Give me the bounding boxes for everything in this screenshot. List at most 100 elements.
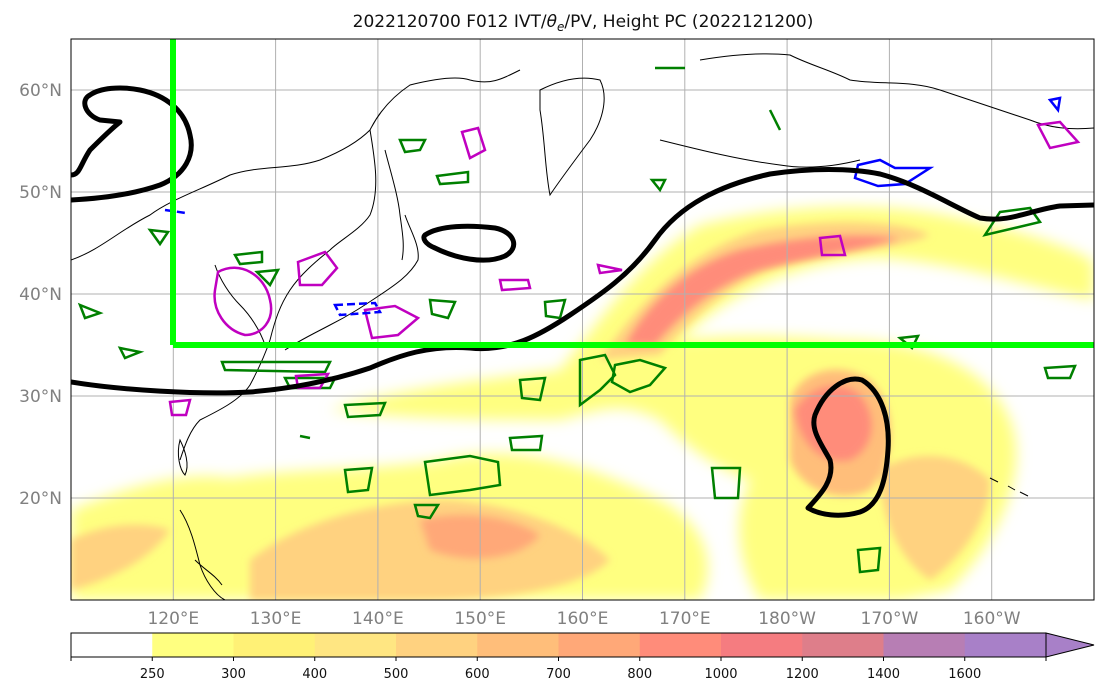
lon-tick-label: 130°E [250, 609, 302, 629]
lat-tick-label: 20°N [19, 489, 62, 509]
coast-hawaii [989, 477, 1029, 497]
height-pc-contours [71, 85, 1094, 518]
ivt-shading [71, 206, 1094, 600]
theta-e-contour [518, 376, 547, 402]
colorbar-tick-label: 1400 [867, 667, 900, 682]
theta-e-contour [768, 109, 782, 131]
colorbar-segment [883, 633, 966, 657]
lat-tick-label: 30°N [19, 387, 62, 407]
theta-e-contour [398, 138, 428, 154]
theta-e-contour [543, 298, 567, 320]
theta-e-contour [77, 302, 104, 320]
pv-contour [818, 234, 847, 257]
ivt-plume-mid [600, 222, 930, 360]
coast-sakhalin [384, 149, 404, 261]
ivt-sw-mid [71, 524, 170, 590]
theta-e-contour [423, 454, 502, 497]
pv-contours [164, 96, 1081, 417]
pv-contour [498, 278, 532, 292]
colorbar-tick-label: 400 [302, 667, 327, 682]
coast-aleutians [659, 139, 861, 168]
colorbar-segment [71, 633, 153, 657]
pv-contour [296, 250, 339, 287]
pv-contour [596, 263, 623, 275]
pv-contour [164, 208, 187, 215]
height-contour-japan-low [421, 223, 517, 263]
map-frame [70, 38, 1095, 601]
colorbar-segment [396, 633, 478, 657]
chart-title: 2022120700 F012 IVT/θe/PV, Height PC (20… [353, 12, 814, 34]
colorbar-segment [964, 633, 1047, 657]
theta-e-contour [856, 546, 882, 574]
theta-e-contour [232, 250, 264, 266]
coast-philippines [179, 509, 226, 600]
pv-contour [1047, 96, 1062, 113]
ivt-typhoon-core [795, 385, 872, 461]
theta-e-contour [282, 376, 338, 390]
pv-contour [168, 398, 192, 417]
pv-contour [1036, 120, 1081, 150]
theta-e-contour [649, 178, 668, 193]
colorbar-tick-label: 1200 [786, 667, 819, 682]
colorbar-labels: 250 300 400 500 600 700 800 1000 1200 1400 1600 [70, 657, 1047, 682]
longitude-labels: 120°E 130°E 140°E 150°E 160°E 170°E 180°W 170°W… [147, 609, 1020, 629]
lon-tick-label: 170°W [861, 609, 919, 629]
theta-e-contour [299, 434, 311, 440]
lon-tick-label: 120°E [147, 609, 199, 629]
theta-e-contour [1043, 364, 1077, 380]
lat-tick-label: 40°N [19, 285, 62, 305]
colorbar-tick-label: 800 [627, 667, 652, 682]
theta-e-contour [710, 466, 742, 500]
colorbar-tick-label: 300 [221, 667, 246, 682]
theta-e-contour [428, 298, 457, 320]
theta-e-contour [435, 170, 470, 186]
theta-e-contour [220, 360, 333, 374]
colorbar-tick-label: 1000 [704, 667, 737, 682]
theta-e-contour [982, 206, 1043, 237]
colorbar-tick-label: 500 [384, 667, 409, 682]
colorbar-segment [802, 633, 884, 657]
height-contour-typhoon [805, 376, 891, 518]
theta-e-contour [117, 346, 145, 360]
colorbar-segment [558, 633, 641, 657]
map-panel [71, 39, 1094, 600]
lon-tick-label: 140°E [352, 609, 404, 629]
theta-e-contour [578, 353, 617, 408]
colorbar [70, 632, 1095, 658]
theta-e-contours [77, 66, 1077, 574]
pv-contour [213, 266, 273, 337]
coastlines [71, 53, 1094, 600]
ivt-east-mid [880, 456, 990, 580]
pv-contour [460, 126, 487, 160]
pv-contour [853, 158, 935, 188]
colorbar-extend-arrow [1045, 632, 1095, 658]
lon-tick-label: 170°E [659, 609, 711, 629]
ivt-plume-core [625, 235, 900, 345]
latitude-labels: 20°N 30°N 40°N 50°N 60°N [19, 81, 62, 509]
colorbar-tick-label: 1600 [948, 667, 981, 682]
theta-e-contour [610, 358, 668, 394]
theta-e-contour [413, 503, 441, 520]
colorbar-segment [639, 633, 722, 657]
theta-e-contour [343, 466, 374, 494]
colorbar-segment [152, 633, 234, 657]
theta-e-contour [343, 401, 387, 419]
theta-e-contour [147, 228, 171, 247]
pv-contour [363, 304, 421, 340]
coast-alaska [699, 53, 1094, 130]
colorbar-segment [477, 633, 559, 657]
colorbar-segment [314, 633, 397, 657]
lon-tick-label: 160°W [963, 609, 1021, 629]
pv-contour [333, 301, 383, 317]
colorbar-tick-label: 250 [140, 667, 165, 682]
theta-e-contour [254, 268, 281, 288]
colorbar-tick-label: 700 [546, 667, 571, 682]
height-contour-asia [71, 85, 194, 203]
coast-taiwan [177, 438, 188, 476]
lon-tick-label: 160°E [557, 609, 609, 629]
height-contour-main [71, 167, 1094, 396]
focus-box [170, 39, 1094, 348]
lat-tick-label: 60°N [19, 81, 62, 101]
lon-tick-label: 180°W [758, 609, 816, 629]
